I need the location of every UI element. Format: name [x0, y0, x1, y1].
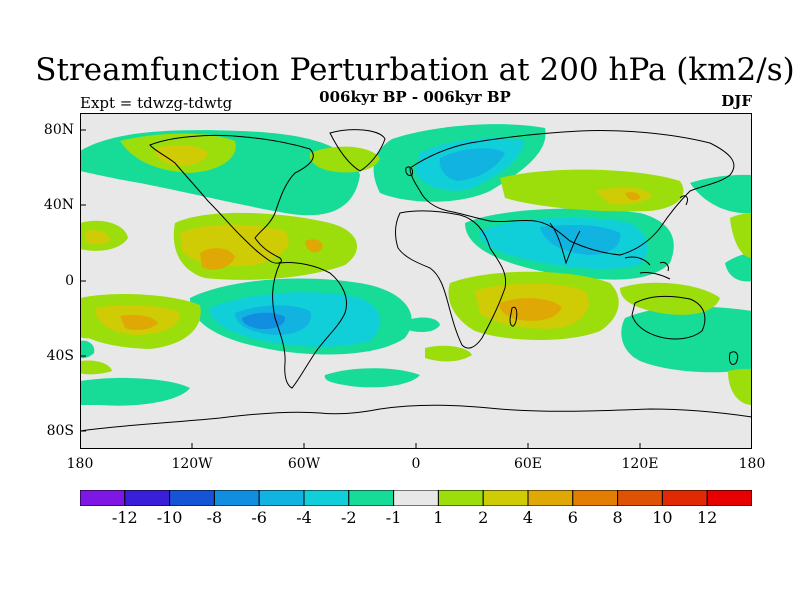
colorbar-swatch [482, 490, 529, 506]
colorbar-label: -4 [296, 508, 312, 527]
lon-label: 60E [513, 456, 543, 472]
plot-subtitle: 006kyr BP - 006kyr BP [319, 88, 511, 106]
colorbar-swatch [393, 490, 439, 506]
colorbar-label: -1 [385, 508, 402, 527]
colorbar-label: 10 [652, 508, 673, 527]
lon-label: 0 [411, 456, 421, 472]
colorbar-label: -12 [111, 508, 138, 527]
colorbar-label: 12 [697, 508, 718, 527]
colorbar-swatch [169, 490, 215, 506]
colorbar-swatch [258, 490, 305, 506]
streamfunction-map [80, 113, 752, 449]
colorbar-label: -8 [206, 508, 223, 527]
lon-label: 60W [287, 456, 321, 472]
colorbar-label: 1 [433, 508, 444, 527]
lat-label: 40S [46, 348, 74, 364]
colorbar-label: 6 [567, 508, 578, 527]
lon-label: 180 [66, 456, 94, 472]
coastlines [80, 129, 752, 432]
colorbar-label: 8 [612, 508, 623, 527]
positive-anomaly-fills [80, 133, 752, 405]
lat-label: 80S [46, 423, 74, 439]
colorbar [80, 490, 752, 506]
colorbar-swatch [706, 490, 752, 506]
colorbar-swatch [437, 490, 484, 506]
colorbar-swatch [80, 490, 126, 506]
colorbar-label: -6 [251, 508, 267, 527]
lon-label: 120W [171, 456, 213, 472]
lon-label: 120E [621, 456, 659, 472]
lat-label: 80N [43, 122, 74, 138]
colorbar-swatch [527, 490, 574, 506]
colorbar-label: 2 [478, 508, 489, 527]
experiment-label: Expt = tdwzg-tdwtg [80, 94, 233, 112]
plot-title: Streamfunction Perturbation at 200 hPa (… [35, 52, 795, 88]
colorbar-swatch [348, 490, 395, 506]
colorbar-label: -2 [341, 508, 357, 527]
season-label: DJF [721, 92, 752, 110]
colorbar-label: -10 [156, 508, 183, 527]
colorbar-swatch [617, 490, 663, 506]
colorbar-label: 4 [522, 508, 534, 527]
lat-label: 0 [65, 273, 74, 289]
colorbar-swatch [303, 490, 350, 506]
colorbar-swatch [661, 490, 708, 506]
colorbar-swatch [572, 490, 619, 506]
colorbar-swatch [213, 490, 260, 506]
lat-label: 40N [43, 197, 74, 213]
lon-label: 180 [738, 456, 766, 472]
colorbar-swatch [124, 490, 171, 506]
